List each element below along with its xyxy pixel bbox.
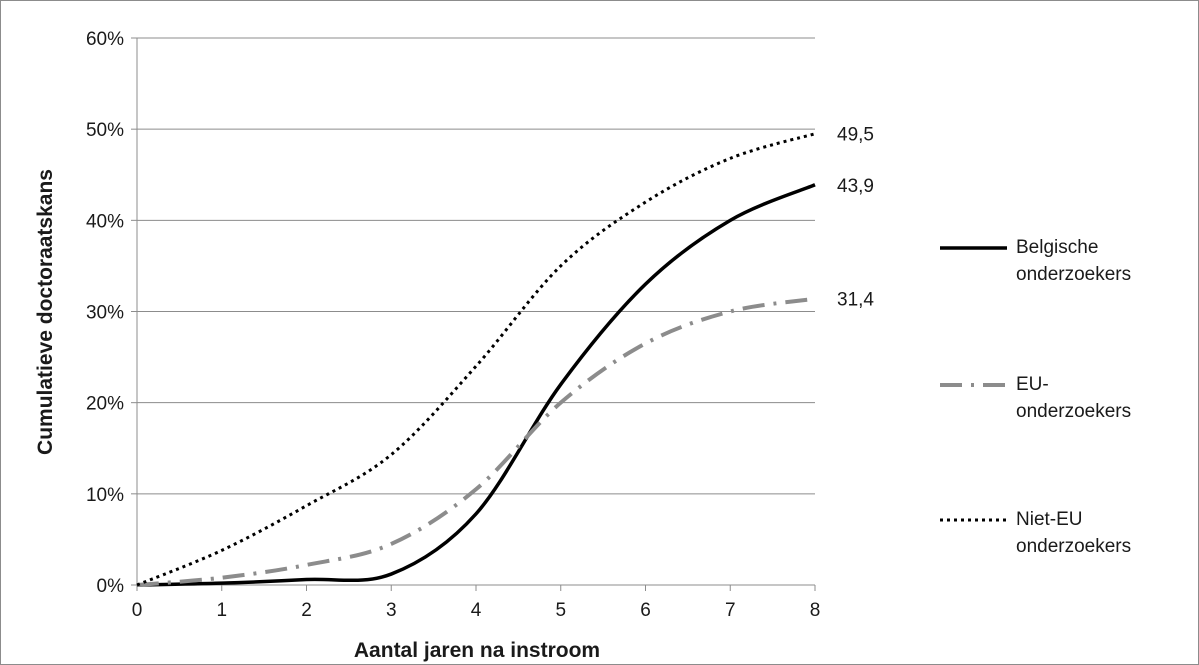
y-tick-label: 10% (86, 485, 124, 506)
x-tick-label: 0 (132, 600, 143, 621)
legend-label-eu-onderzoekers: onderzoekers (1016, 401, 1131, 422)
x-tick-label: 7 (725, 600, 736, 621)
legend-label-belgische-onderzoekers: Belgische (1016, 237, 1098, 258)
x-tick-label: 6 (640, 600, 651, 621)
legend-label-eu-onderzoekers: EU- (1016, 374, 1049, 395)
series-line-eu-onderzoekers (136, 296, 816, 587)
end-labels: 43,9 31,4 49,5 (837, 125, 874, 311)
series-line-belgische-onderzoekers (136, 183, 816, 587)
y-tick-label: 20% (86, 394, 124, 415)
tick-labels: 0% 10% 20% 30% 40% 50% 60% 0 1 2 3 4 5 6 7 8 (86, 29, 820, 621)
y-tick-label: 40% (86, 211, 124, 232)
y-tick-label: 30% (86, 303, 124, 324)
series-line-niet-eu-onderzoekers (136, 132, 816, 587)
x-tick-label: 5 (555, 600, 566, 621)
end-label-eu-onderzoekers: 31,4 (837, 290, 874, 311)
legend-label-belgische-onderzoekers: onderzoekers (1016, 264, 1131, 285)
x-axis-title: Aantal jaren na instroom (354, 639, 600, 662)
x-tick-label: 8 (810, 600, 821, 621)
series-lines (136, 132, 816, 587)
x-tick-label: 3 (386, 600, 397, 621)
legend-label-niet-eu-onderzoekers: onderzoekers (1016, 536, 1131, 557)
y-tick-label: 50% (86, 120, 124, 141)
end-label-belgische-onderzoekers: 43,9 (837, 176, 874, 197)
x-tick-label: 2 (301, 600, 312, 621)
x-tick-label: 4 (471, 600, 482, 621)
x-tick-label: 1 (216, 600, 227, 621)
gridlines (137, 37, 815, 495)
y-tick-label: 60% (86, 29, 124, 50)
end-label-niet-eu-onderzoekers: 49,5 (837, 125, 874, 146)
y-tick-label: 0% (97, 576, 125, 597)
y-axis-title: Cumulatieve doctoraatskans (34, 169, 57, 455)
legend-label-niet-eu-onderzoekers: Niet-EU (1016, 509, 1083, 530)
axes (131, 37, 816, 591)
legend: Belgische onderzoekers EU-onderzoekers Niet… (940, 237, 1131, 557)
